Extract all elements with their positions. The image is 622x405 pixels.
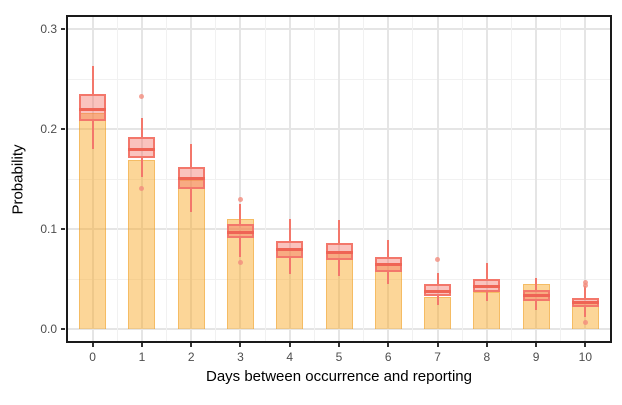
- major-gridline-v: [387, 17, 390, 341]
- x-tick-label: 8: [483, 350, 491, 364]
- boxplot-lower-whisker: [140, 158, 143, 177]
- y-tick-label: 0.1: [40, 222, 57, 236]
- boxplot-lower-whisker: [91, 121, 94, 149]
- y-tick-label: 0.3: [40, 22, 57, 36]
- x-axis-title: Days between occurrence and reporting: [206, 368, 472, 385]
- x-tick-mark: [485, 343, 488, 347]
- boxplot-upper-whisker: [485, 263, 488, 279]
- x-tick-mark: [436, 343, 439, 347]
- boxplot-lower-whisker: [436, 296, 439, 305]
- minor-gridline-v: [560, 17, 562, 341]
- minor-gridline-v: [313, 17, 315, 341]
- boxplot-outlier-point: [139, 93, 145, 99]
- x-tick-label: 5: [335, 350, 343, 364]
- x-tick-label: 1: [138, 350, 146, 364]
- x-tick-mark: [239, 343, 242, 347]
- boxplot-median-line: [79, 107, 107, 111]
- x-tick-label: 4: [286, 350, 294, 364]
- boxplot-upper-whisker: [91, 66, 94, 94]
- boxplot-median-line: [226, 230, 254, 234]
- plot-panel: [66, 15, 612, 343]
- boxplot-outlier-point: [139, 185, 145, 191]
- boxplot-upper-whisker: [535, 278, 538, 290]
- minor-gridline-v: [166, 17, 168, 341]
- boxplot-median-line: [374, 262, 402, 266]
- probability-bar: [79, 113, 107, 329]
- boxplot-lower-whisker: [535, 301, 538, 310]
- x-tick-mark: [288, 343, 291, 347]
- minor-gridline-v: [461, 17, 463, 341]
- major-gridline-v: [436, 17, 439, 341]
- major-gridline-v: [140, 17, 143, 341]
- minor-gridline-v: [510, 17, 512, 341]
- x-tick-label: 2: [187, 350, 195, 364]
- boxplot-upper-whisker: [190, 144, 193, 167]
- boxplot-lower-whisker: [485, 292, 488, 301]
- boxplot-lower-whisker: [338, 260, 340, 276]
- x-tick-mark: [584, 343, 587, 347]
- boxplot-lower-whisker: [387, 272, 390, 284]
- x-tick-mark: [535, 343, 538, 347]
- major-gridline-v: [288, 17, 291, 341]
- x-tick-mark: [387, 343, 390, 347]
- boxplot-median-line: [571, 300, 599, 304]
- x-tick-label: 7: [434, 350, 441, 364]
- y-tick-mark: [61, 228, 65, 230]
- boxplot-upper-whisker: [338, 220, 340, 243]
- x-tick-label: 3: [237, 350, 244, 364]
- boxplot-median-line: [473, 284, 501, 288]
- boxplot-upper-whisker: [387, 240, 390, 257]
- boxplot-outlier-point: [582, 282, 588, 288]
- boxplot-median-line: [276, 247, 304, 251]
- boxplot-upper-whisker: [288, 219, 291, 241]
- minor-gridline-v: [363, 17, 365, 341]
- y-tick-label: 0.2: [40, 122, 57, 136]
- boxplot-lower-whisker: [190, 189, 193, 212]
- major-gridline-v: [239, 17, 242, 341]
- boxplot-median-line: [325, 250, 353, 254]
- x-tick-mark: [140, 343, 143, 347]
- major-gridline-v: [584, 17, 587, 341]
- x-tick-label: 9: [532, 350, 540, 364]
- boxplot-outlier-point: [435, 256, 441, 262]
- minor-gridline-v: [116, 17, 118, 341]
- minor-gridline-v: [264, 17, 266, 341]
- x-tick-label: 10: [578, 350, 593, 364]
- boxplot-outlier-point: [237, 259, 243, 265]
- boxplot-lower-whisker: [239, 238, 242, 257]
- boxplot-outlier-point: [237, 196, 243, 202]
- major-gridline-v: [338, 17, 340, 341]
- boxplot-lower-whisker: [288, 258, 291, 274]
- minor-gridline-v: [215, 17, 217, 341]
- boxplot-median-line: [522, 293, 550, 297]
- boxplot-upper-whisker: [239, 204, 242, 224]
- y-tick-label: 0.0: [40, 322, 57, 336]
- x-tick-mark: [190, 343, 193, 347]
- boxplot-median-line: [424, 289, 452, 293]
- boxplot-upper-whisker: [584, 286, 587, 298]
- x-tick-mark: [91, 343, 94, 347]
- boxplot-outlier-point: [582, 279, 588, 285]
- boxplot-lower-whisker: [584, 307, 587, 317]
- major-gridline-v: [535, 17, 538, 341]
- x-tick-mark: [338, 343, 340, 347]
- x-tick-label: 0: [89, 350, 96, 364]
- x-tick-label: 6: [384, 350, 392, 364]
- boxplot-median-line: [128, 147, 156, 151]
- minor-gridline-v: [412, 17, 414, 341]
- y-axis-title: Probability: [9, 144, 27, 215]
- y-tick-mark: [61, 328, 65, 330]
- probability-bar: [177, 180, 205, 329]
- y-tick-mark: [61, 128, 65, 130]
- boxplot-upper-whisker: [140, 118, 143, 137]
- y-tick-mark: [61, 28, 65, 30]
- boxplot-median-line: [177, 176, 205, 180]
- major-gridline-v: [485, 17, 488, 341]
- boxplot-upper-whisker: [436, 273, 439, 284]
- major-gridline-v: [91, 17, 94, 341]
- boxplot-outlier-point: [582, 319, 588, 325]
